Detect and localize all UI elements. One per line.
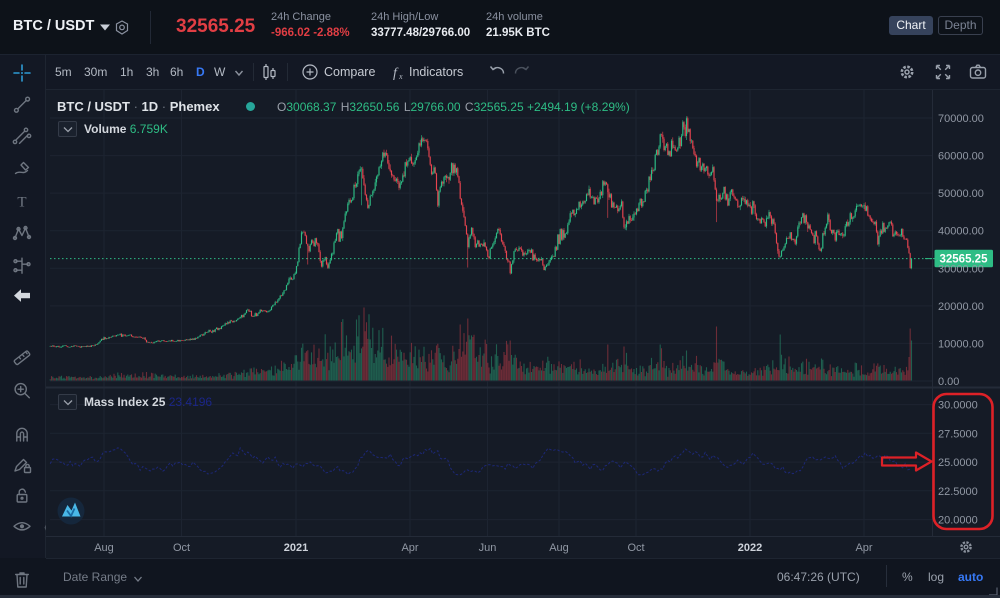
svg-text:32565.25: 32565.25 (940, 254, 989, 266)
svg-text:Oct: Oct (173, 542, 190, 554)
svg-text:Jun: Jun (479, 542, 497, 554)
svg-text:Apr: Apr (855, 542, 872, 554)
svg-text:Aug: Aug (94, 542, 114, 554)
svg-text:❰: ❰ (43, 522, 46, 533)
svg-text:30.0000: 30.0000 (938, 400, 978, 412)
svg-text:20000.00: 20000.00 (938, 301, 984, 313)
svg-text:T: T (17, 194, 26, 210)
svg-text:10000.00: 10000.00 (938, 338, 984, 350)
svg-text:20.0000: 20.0000 (938, 515, 978, 527)
svg-text:70000.00: 70000.00 (938, 113, 984, 125)
svg-text:2022: 2022 (738, 542, 762, 554)
svg-text:22.5000: 22.5000 (938, 486, 978, 498)
svg-text:x: x (398, 72, 403, 81)
svg-text:27.5000: 27.5000 (938, 428, 978, 440)
svg-text:25.0000: 25.0000 (938, 457, 978, 469)
svg-text:50000.00: 50000.00 (938, 188, 984, 200)
svg-text:0.00: 0.00 (938, 376, 959, 388)
svg-text:40000.00: 40000.00 (938, 226, 984, 238)
svg-text:Oct: Oct (627, 542, 644, 554)
svg-text:60000.00: 60000.00 (938, 151, 984, 163)
svg-text:Apr: Apr (401, 542, 418, 554)
svg-text:2021: 2021 (284, 542, 308, 554)
svg-text:f: f (393, 66, 399, 81)
svg-text:Aug: Aug (549, 542, 569, 554)
svg-text:30000.00: 30000.00 (938, 263, 984, 275)
